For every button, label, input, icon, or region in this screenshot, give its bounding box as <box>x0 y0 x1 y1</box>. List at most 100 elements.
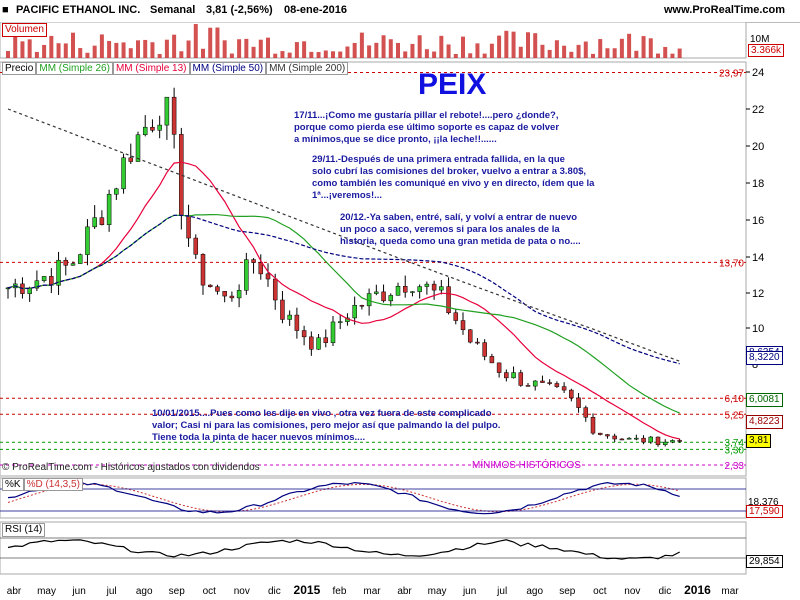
legend-mm26[interactable]: MM (Simple 26) <box>36 62 113 75</box>
volume-bar <box>482 53 487 58</box>
y-tick-label: 10 <box>752 323 764 335</box>
volume-bar <box>316 52 321 58</box>
candle-body <box>525 385 531 387</box>
candle-body <box>670 440 675 443</box>
x-tick-label: ago <box>526 586 543 597</box>
x-tick-label: abr <box>397 586 412 597</box>
x-tick-label: jul <box>106 586 117 597</box>
menu-square-icon[interactable]: ■ <box>2 4 9 16</box>
volume-bar <box>583 41 588 58</box>
volume-bar <box>388 39 393 58</box>
volume-bar <box>453 53 458 58</box>
volume-bar <box>302 41 307 58</box>
y-axis: 2422201816141210864 <box>746 67 764 445</box>
volume-bar <box>164 39 169 58</box>
candle-body <box>467 329 473 343</box>
volume-bar <box>201 48 205 58</box>
candle-body <box>171 96 177 135</box>
volume-bar <box>294 42 299 58</box>
volume-bar <box>576 44 581 58</box>
y-tick-label: 22 <box>752 104 764 116</box>
price-panel-frame <box>0 61 747 477</box>
x-tick-label: may <box>428 586 447 597</box>
volume-bar <box>352 42 357 58</box>
x-tick-label: 2015 <box>294 583 321 597</box>
legend-mm50[interactable]: MM (Simple 50) <box>189 62 267 75</box>
volume-bar <box>670 53 675 58</box>
volume-bar <box>446 44 451 58</box>
volume-bar <box>244 38 249 58</box>
candle-body <box>619 438 625 441</box>
note-2: 29/11.-Después de una primera entrada fa… <box>312 154 595 201</box>
volume-bar <box>338 51 343 58</box>
stoch-k-label[interactable]: %K <box>2 478 24 491</box>
volume-bar <box>143 39 148 58</box>
rsi-label[interactable]: RSI (14) <box>2 523 46 537</box>
y-tick-label: 18 <box>752 178 764 190</box>
volume-bar <box>309 51 314 58</box>
candle-body <box>186 215 191 239</box>
period: Semanal <box>150 4 196 16</box>
candle-body <box>626 437 632 440</box>
note-4: 10/01/2015....Pues como les dije en vivo… <box>152 408 501 443</box>
x-tick-label: abr <box>7 586 22 597</box>
x-tick-label: nov <box>624 586 640 597</box>
volume-bar <box>432 51 437 58</box>
x-tick-label: ago <box>136 586 153 597</box>
level-label: 5,25 <box>725 410 745 421</box>
stoch-d-label[interactable]: %D (14,3,5) <box>23 478 83 491</box>
x-tick-label: feb <box>333 586 347 597</box>
volume-bar <box>71 32 75 58</box>
volume-label: Volumen <box>2 23 47 37</box>
candle-body <box>207 284 213 288</box>
candle-body <box>359 305 365 307</box>
volume-bar <box>280 51 285 58</box>
volume-bar <box>381 35 386 58</box>
candles <box>5 87 682 447</box>
legend-precio[interactable]: Precio <box>2 62 37 75</box>
legend-mm13[interactable]: MM (Simple 13) <box>112 62 190 75</box>
big-title: PEIX <box>418 68 487 101</box>
volume-bar <box>598 39 603 58</box>
volume-bar <box>504 30 509 58</box>
volume-bar <box>367 45 372 58</box>
candle-body <box>612 435 617 440</box>
chart-svg: 23,97 13,70 6,10 5,25 3,743,30 2,33 24 22 20 18 1… <box>0 22 764 597</box>
candle-body <box>164 96 170 126</box>
volume-bar <box>215 27 220 58</box>
candle-body <box>309 336 314 350</box>
note-1: 17/11...¡Como me gustaría pillar el rebo… <box>294 110 560 145</box>
volume-bar <box>497 35 502 58</box>
volume-tick: 10M <box>750 34 770 45</box>
candle-body <box>410 291 415 293</box>
volume-bar <box>619 38 624 58</box>
price-legend: Precio MM (Simple 26) MM (Simple 13) MM (Si… <box>2 62 349 75</box>
minimos-label: MÍNIMOS HISTÓRICOS <box>472 460 581 471</box>
volume-bar <box>273 53 278 58</box>
candle-body <box>236 290 242 299</box>
legend-mm200[interactable]: MM (Simple 200) <box>266 62 349 75</box>
candle-body <box>142 126 148 135</box>
x-tick-label: jun <box>71 586 85 597</box>
volume-bar <box>540 44 545 58</box>
volume-bar <box>6 51 10 58</box>
volume-bar <box>208 27 213 58</box>
rsi-line <box>0 537 746 560</box>
candle-body <box>157 124 162 131</box>
volume-bar <box>569 51 574 58</box>
x-tick-label: nov <box>234 586 250 597</box>
candle-body <box>482 342 487 357</box>
candle-body <box>150 126 155 131</box>
candle-body <box>301 330 307 338</box>
volume-bar <box>526 32 530 58</box>
candle-body <box>70 263 76 266</box>
volume-bar <box>562 45 567 58</box>
chart-header: ■ PACIFIC ETHANOL INC. Semanal 3,81 (-2,… <box>0 0 800 23</box>
candle-body <box>41 276 47 281</box>
rsi-value: 29,854 <box>746 555 783 568</box>
date: 08-ene-2016 <box>284 4 347 16</box>
candle-body <box>597 432 603 435</box>
last-price: 3,81 (-2,56%) <box>206 4 273 16</box>
candle-body <box>229 295 235 299</box>
volume-bar <box>20 41 25 58</box>
